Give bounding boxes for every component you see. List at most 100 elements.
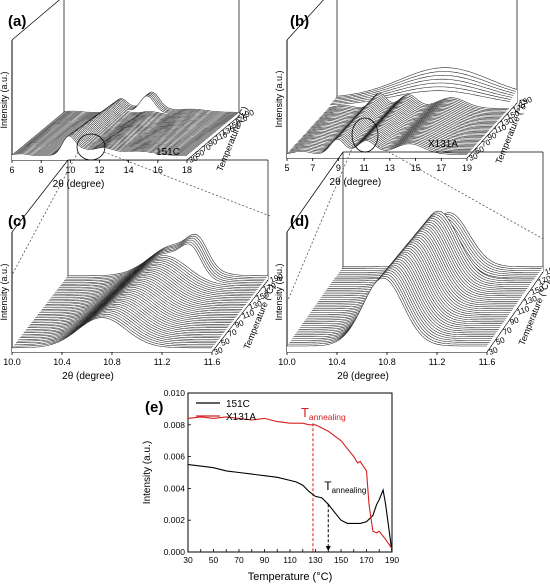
z-tick-label: 130 <box>499 115 515 128</box>
waterfall-curve <box>335 71 516 98</box>
waterfall-curve <box>13 315 214 347</box>
waterfall-curve <box>313 109 494 126</box>
annotation-sub: annealing <box>309 412 346 422</box>
waterfall-curve <box>313 240 513 310</box>
z-tick-label: 110 <box>493 122 509 135</box>
z-tick-label: 170 <box>511 102 527 115</box>
waterfall-curve <box>56 103 232 119</box>
waterfall-curve <box>27 297 228 328</box>
waterfall-curve <box>323 225 524 295</box>
waterfall-curve <box>311 112 492 128</box>
z-tick-label: 130 <box>248 299 264 312</box>
x-tick-label: 50 <box>209 555 219 565</box>
waterfall-curve <box>24 126 200 146</box>
waterfall-curve <box>296 264 497 334</box>
x-tick-label: 8 <box>39 165 44 175</box>
y-axis-label: Intensity (a.u.) <box>0 71 9 128</box>
x-tick-label: 6 <box>9 165 14 175</box>
x-tick-label: 190 <box>385 555 399 565</box>
x-tick-label: 19 <box>462 163 472 173</box>
waterfall-curve <box>312 110 493 127</box>
waterfall-curve <box>44 275 245 307</box>
frame-line <box>286 0 324 41</box>
panel-b-waterfall-chart: 5 7 9 11 13 15 17 19 2θ (degree) Intensity (a.u.)… <box>274 0 534 188</box>
waterfall-curve <box>21 305 222 337</box>
legend-label: 151C <box>226 399 250 410</box>
waterfall-curve <box>36 118 212 136</box>
waterfall-curve <box>333 78 514 101</box>
frame-line <box>466 102 518 159</box>
x-tick-label: 14 <box>124 165 134 175</box>
frame-line <box>486 271 544 353</box>
y-axis-label: Intensity (a.u.) <box>274 70 284 127</box>
waterfall-curve <box>39 282 240 313</box>
waterfall-curve <box>14 313 215 345</box>
waterfall-curve <box>58 257 259 288</box>
x-tick-label: 10.0 <box>3 357 21 367</box>
waterfall-curve <box>50 107 226 124</box>
z-tick-label: 130 <box>523 294 539 307</box>
y-tick-label: 0.002 <box>164 515 186 525</box>
waterfall-curve <box>54 105 230 121</box>
waterfall-curve <box>20 129 196 149</box>
z-tick-label: 110 <box>516 304 532 317</box>
waterfall-curve <box>307 115 488 132</box>
x-tick-label: 9 <box>336 163 341 173</box>
zoom-connectors <box>11 117 546 301</box>
waterfall-curve <box>322 227 523 297</box>
waterfall-curve <box>329 90 511 106</box>
frame-line <box>186 115 240 161</box>
z-tick-label: 150 <box>227 119 243 132</box>
waterfall-curve <box>65 237 266 280</box>
panel-a-waterfall-chart: 6 8 10 12 14 16 18 2θ (degree) Intensity (a.u.) 3… <box>0 0 256 190</box>
waterfall-curve <box>22 303 223 335</box>
waterfall-curve <box>17 310 218 342</box>
frame-line <box>211 279 269 353</box>
waterfall-curve <box>301 257 502 326</box>
waterfall-curve <box>43 112 219 130</box>
waterfall-curve <box>304 119 485 136</box>
waterfall-curve <box>40 114 216 132</box>
x-axis-label: Temperature (°C) <box>248 571 332 583</box>
waterfall-curve <box>319 231 520 300</box>
waterfall-curve <box>49 108 225 125</box>
waterfall-curve <box>286 138 467 155</box>
x-tick-label: 7 <box>310 163 315 173</box>
waterfall-curve <box>53 263 254 295</box>
waterfall-curve <box>36 285 237 317</box>
x-axis-label: 2θ (degree) <box>330 177 382 188</box>
waterfall-curve <box>13 134 189 155</box>
waterfall-curve <box>45 111 221 128</box>
waterfall-curve <box>26 298 227 330</box>
waterfall-curve <box>320 101 501 118</box>
waterfall-curve <box>314 238 515 308</box>
waterfall-curve <box>38 283 238 315</box>
x-tick-label: 17 <box>436 163 446 173</box>
waterfall-curve <box>62 241 263 283</box>
waterfall-curve <box>311 242 512 311</box>
waterfall-curve <box>35 287 236 318</box>
waterfall-curve <box>28 295 229 327</box>
waterfall-curve <box>12 317 212 349</box>
y-tick-label: 0.008 <box>164 420 186 430</box>
waterfall-curve <box>306 117 487 133</box>
y-tick-label: 0.000 <box>164 547 186 557</box>
x-tick-label: 11 <box>359 163 368 173</box>
x-tick-label: 11.6 <box>479 357 496 367</box>
panel-title: 151C <box>156 147 180 158</box>
y-tick-label: 0.004 <box>164 483 186 493</box>
waterfall-curve <box>322 99 503 116</box>
waterfall-curve <box>32 120 208 139</box>
panel-title: X131A <box>428 139 458 150</box>
waterfall-curve <box>290 135 471 151</box>
waterfall-curve <box>333 210 534 280</box>
z-tick-label: 50 <box>220 336 232 348</box>
waterfall-curve <box>37 117 213 135</box>
waterfall-curve <box>290 272 491 341</box>
waterfall-curve <box>15 312 216 344</box>
x-tick-label: 18 <box>182 165 192 175</box>
waterfall-curve <box>18 308 219 340</box>
x-tick-label: 10.4 <box>53 357 71 367</box>
annotation-main: T <box>301 405 309 420</box>
